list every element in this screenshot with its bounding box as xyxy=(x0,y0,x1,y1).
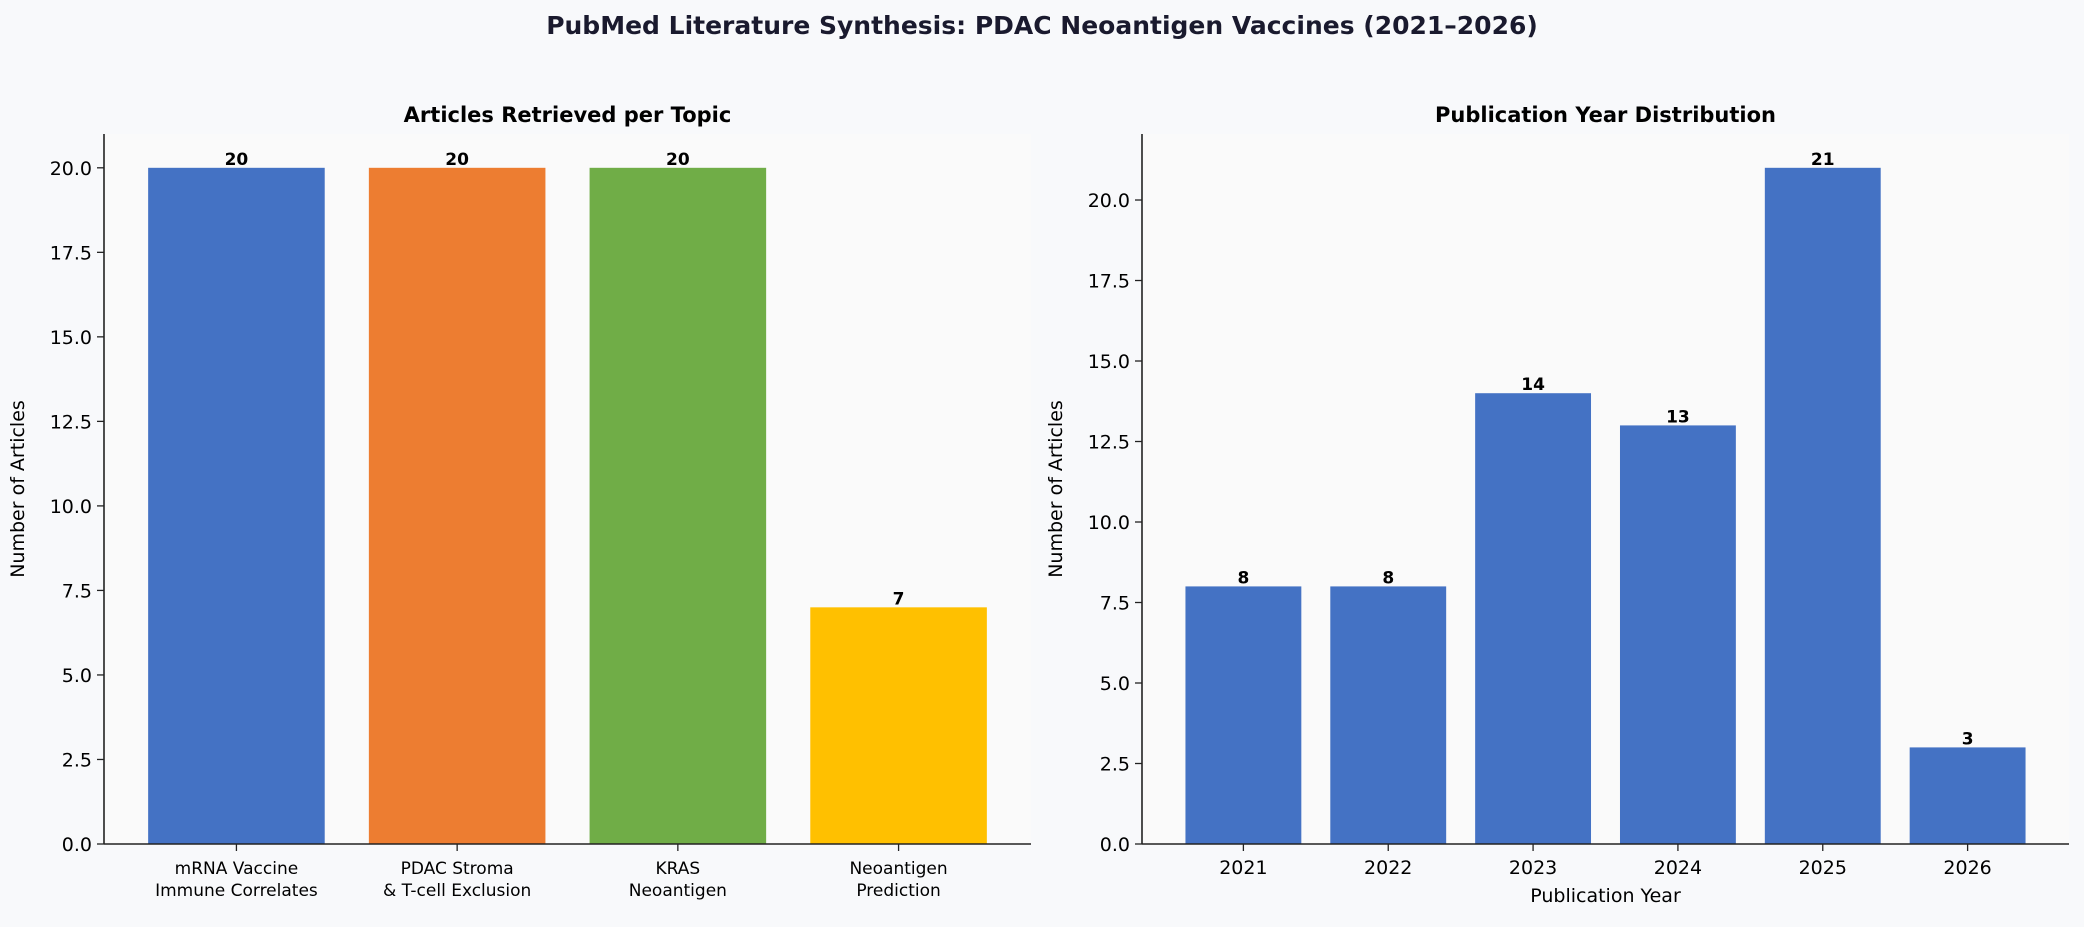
data-label: 8 xyxy=(1382,568,1394,588)
y-tick-label: 0.0 xyxy=(1100,834,1130,856)
x-tick-label-line: mRNA Vaccine xyxy=(175,859,299,879)
y-tick-label: 17.5 xyxy=(50,242,92,264)
data-label: 20 xyxy=(666,150,690,170)
data-label: 20 xyxy=(225,150,249,170)
x-tick-label: KRAS Neoantigen xyxy=(629,859,727,901)
y-tick-label: 5.0 xyxy=(1100,673,1130,695)
y-tick-label: 10.0 xyxy=(50,496,92,518)
x-tick-label-line: KRAS xyxy=(656,859,701,879)
bar xyxy=(810,607,987,844)
data-label: 14 xyxy=(1521,375,1545,395)
x-tick-label-line: Prediction xyxy=(856,881,940,901)
y-tick-label: 17.5 xyxy=(1088,271,1130,293)
x-tick-label-line: Neoantigen xyxy=(849,859,947,879)
bar xyxy=(589,167,767,845)
x-tick-label-line: PDAC Stroma xyxy=(401,859,514,879)
data-label: 8 xyxy=(1237,568,1249,588)
x-tick-label-line: 2021 xyxy=(1219,857,1267,879)
y-tick-label: 12.5 xyxy=(50,411,92,433)
y-tick-label: 15.0 xyxy=(50,327,92,349)
bar xyxy=(368,167,546,845)
y-tick-label: 10.0 xyxy=(1088,512,1130,534)
bar xyxy=(1185,586,1302,844)
x-tick-label: 2025 xyxy=(1799,857,1847,879)
data-label: 21 xyxy=(1811,150,1835,170)
chart-publication-years: Publication Year Distribution 8 2021 8 2022 1… xyxy=(1045,103,2069,907)
bar xyxy=(1330,586,1447,844)
y-tick-label: 2.5 xyxy=(1100,754,1130,776)
y-axis-label: Number of Articles xyxy=(1045,400,1067,578)
x-tick-label: 2026 xyxy=(1943,857,1991,879)
bar xyxy=(1909,747,2026,844)
x-tick-label-line: 2025 xyxy=(1799,857,1847,879)
y-tick-label: 7.5 xyxy=(62,580,92,602)
y-tick-label: 0.0 xyxy=(62,834,92,856)
y-tick-label: 5.0 xyxy=(62,665,92,687)
y-axis-label: Number of Articles xyxy=(7,400,29,578)
x-tick-label-line: 2022 xyxy=(1364,857,1412,879)
x-tick-label-line: Neoantigen xyxy=(629,881,727,901)
bar xyxy=(1764,167,1881,845)
x-tick-label: 2023 xyxy=(1509,857,1557,879)
y-tick-label: 15.0 xyxy=(1088,351,1130,373)
x-tick-label-line: 2024 xyxy=(1654,857,1702,879)
y-tick-label: 12.5 xyxy=(1088,432,1130,454)
x-tick-label-line: 2023 xyxy=(1509,857,1557,879)
bar xyxy=(1619,425,1736,844)
data-label: 13 xyxy=(1666,407,1690,427)
y-tick-label: 20.0 xyxy=(1088,190,1130,212)
y-tick-label: 20.0 xyxy=(50,158,92,180)
chart-title: Publication Year Distribution xyxy=(1435,103,1776,127)
y-tick-label: 2.5 xyxy=(62,749,92,771)
x-tick-label-line: & T-cell Exclusion xyxy=(383,881,531,901)
x-tick-label: Neoantigen Prediction xyxy=(849,859,947,901)
bar xyxy=(148,167,325,845)
bar xyxy=(1475,393,1592,844)
x-tick-label: 2022 xyxy=(1364,857,1412,879)
x-tick-label-line: 2026 xyxy=(1943,857,1991,879)
x-tick-label: 2024 xyxy=(1654,857,1702,879)
y-tick-label: 7.5 xyxy=(1100,593,1130,615)
x-tick-label: PDAC Stroma & T-cell Exclusion xyxy=(383,859,531,901)
x-tick-label-line: Immune Correlates xyxy=(155,881,318,901)
x-axis-label: Publication Year xyxy=(1530,885,1681,907)
data-label: 3 xyxy=(1962,729,1974,749)
data-label: 20 xyxy=(445,150,469,170)
chart-articles-per-topic: Articles Retrieved per Topic 20 mRNA Vacci… xyxy=(7,103,1031,901)
data-label: 7 xyxy=(893,589,905,609)
x-tick-label: 2021 xyxy=(1219,857,1267,879)
x-tick-label: mRNA Vaccine Immune Correlates xyxy=(155,859,318,901)
chart-title: Articles Retrieved per Topic xyxy=(404,103,732,127)
figure-suptitle: PubMed Literature Synthesis: PDAC Neoant… xyxy=(546,11,1538,40)
